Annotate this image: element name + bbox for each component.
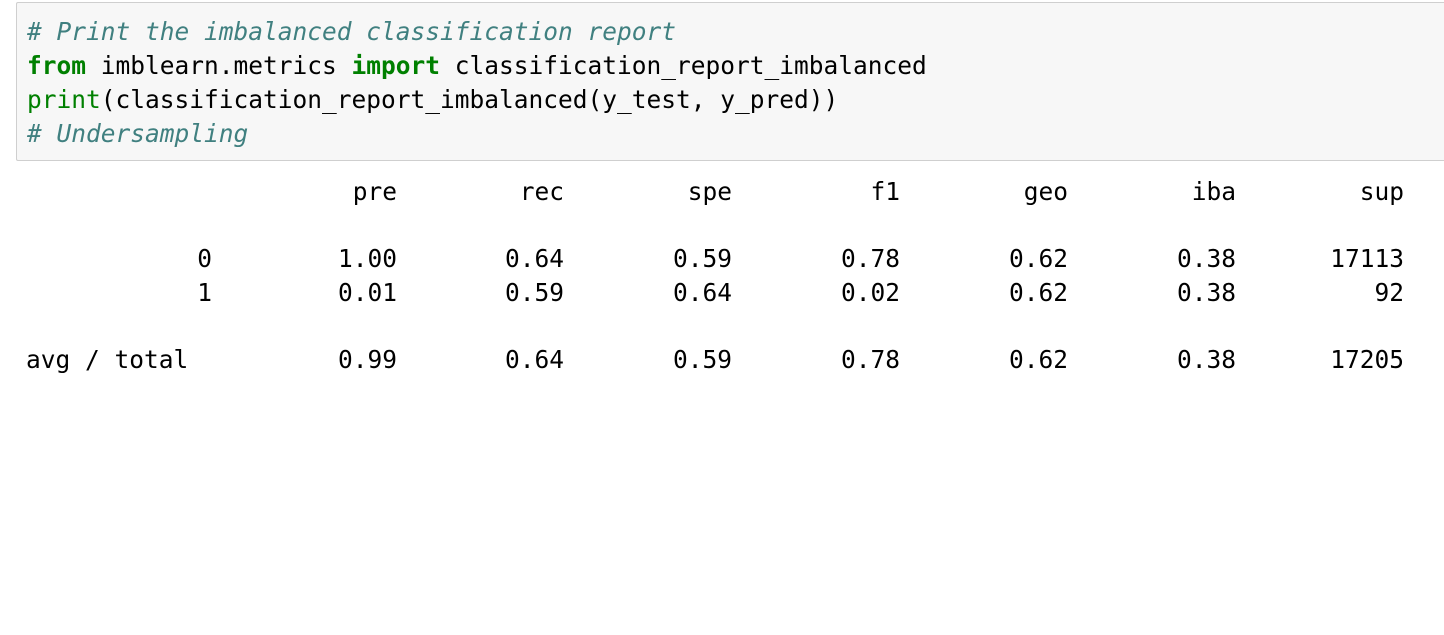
row-value: 17113: [1330, 244, 1404, 273]
report-spacer: [26, 312, 115, 345]
row-value: 0.38: [1176, 244, 1236, 273]
total-label: avg / total: [26, 345, 189, 374]
row-value: 0.64: [672, 278, 732, 307]
row-value: 0.78: [840, 244, 900, 273]
code-keyword: from: [27, 51, 87, 80]
code-text: (classification_report_imbalanced(y_test…: [100, 85, 839, 114]
report-total-row: avg / total 0.99 0.64 0.59 0.78 0.62 0.3…: [26, 345, 1404, 379]
code-keyword: import: [351, 51, 441, 80]
total-value: 0.64: [504, 345, 564, 374]
row-value: 0.62: [1008, 244, 1068, 273]
row-value: 0.64: [504, 244, 564, 273]
total-value: 0.99: [337, 345, 397, 374]
total-value: 0.78: [840, 345, 900, 374]
header-spe: spe: [687, 177, 732, 206]
header-rec: rec: [519, 177, 564, 206]
header-iba: iba: [1191, 177, 1236, 206]
row-value: 0.59: [672, 244, 732, 273]
row-value: 0.02: [840, 278, 900, 307]
header-geo: geo: [1023, 177, 1068, 206]
code-line-2: from imblearn.metrics import classificat…: [27, 49, 927, 83]
report-spacer: [26, 211, 115, 244]
code-comment: # Print the imbalanced classification re…: [27, 17, 677, 46]
cell-output: pre rec spe f1 geo iba sup 0 1.00 0.64 0…: [0, 161, 1444, 424]
code-text: classification_report_imbalanced: [440, 51, 927, 80]
header-sup: sup: [1359, 177, 1404, 206]
row-value: 1.00: [337, 244, 397, 273]
header-pre: pre: [352, 177, 397, 206]
code-line-3: print(classification_report_imbalanced(y…: [27, 83, 927, 117]
report-row-1: 1 0.01 0.59 0.64 0.02 0.62 0.38 92: [26, 278, 1404, 312]
code-editor[interactable]: # Print the imbalanced classification re…: [27, 15, 927, 151]
row-value: 0.62: [1008, 278, 1068, 307]
classification-report: pre rec spe f1 geo iba sup 0 1.00 0.64 0…: [26, 177, 1404, 379]
total-value: 0.59: [672, 345, 732, 374]
row-label: 0: [197, 244, 212, 273]
row-value: 92: [1374, 278, 1404, 307]
header-f1: f1: [870, 177, 900, 206]
code-comment: # Undersampling: [27, 119, 249, 148]
code-cell-input[interactable]: # Print the imbalanced classification re…: [16, 2, 1444, 161]
row-value: 0.59: [504, 278, 564, 307]
row-value: 0.38: [1176, 278, 1236, 307]
total-value: 0.62: [1008, 345, 1068, 374]
code-builtin: print: [27, 85, 101, 114]
total-value: 0.38: [1176, 345, 1236, 374]
total-value: 17205: [1330, 345, 1404, 374]
code-line-1: # Print the imbalanced classification re…: [27, 15, 927, 49]
row-label: 1: [197, 278, 212, 307]
code-text: imblearn.metrics: [86, 51, 352, 80]
row-value: 0.01: [337, 278, 397, 307]
report-row-0: 0 1.00 0.64 0.59 0.78 0.62 0.38 17113: [26, 244, 1404, 278]
report-header-row: pre rec spe f1 geo iba sup: [26, 177, 1404, 211]
code-line-4: # Undersampling: [27, 117, 927, 151]
